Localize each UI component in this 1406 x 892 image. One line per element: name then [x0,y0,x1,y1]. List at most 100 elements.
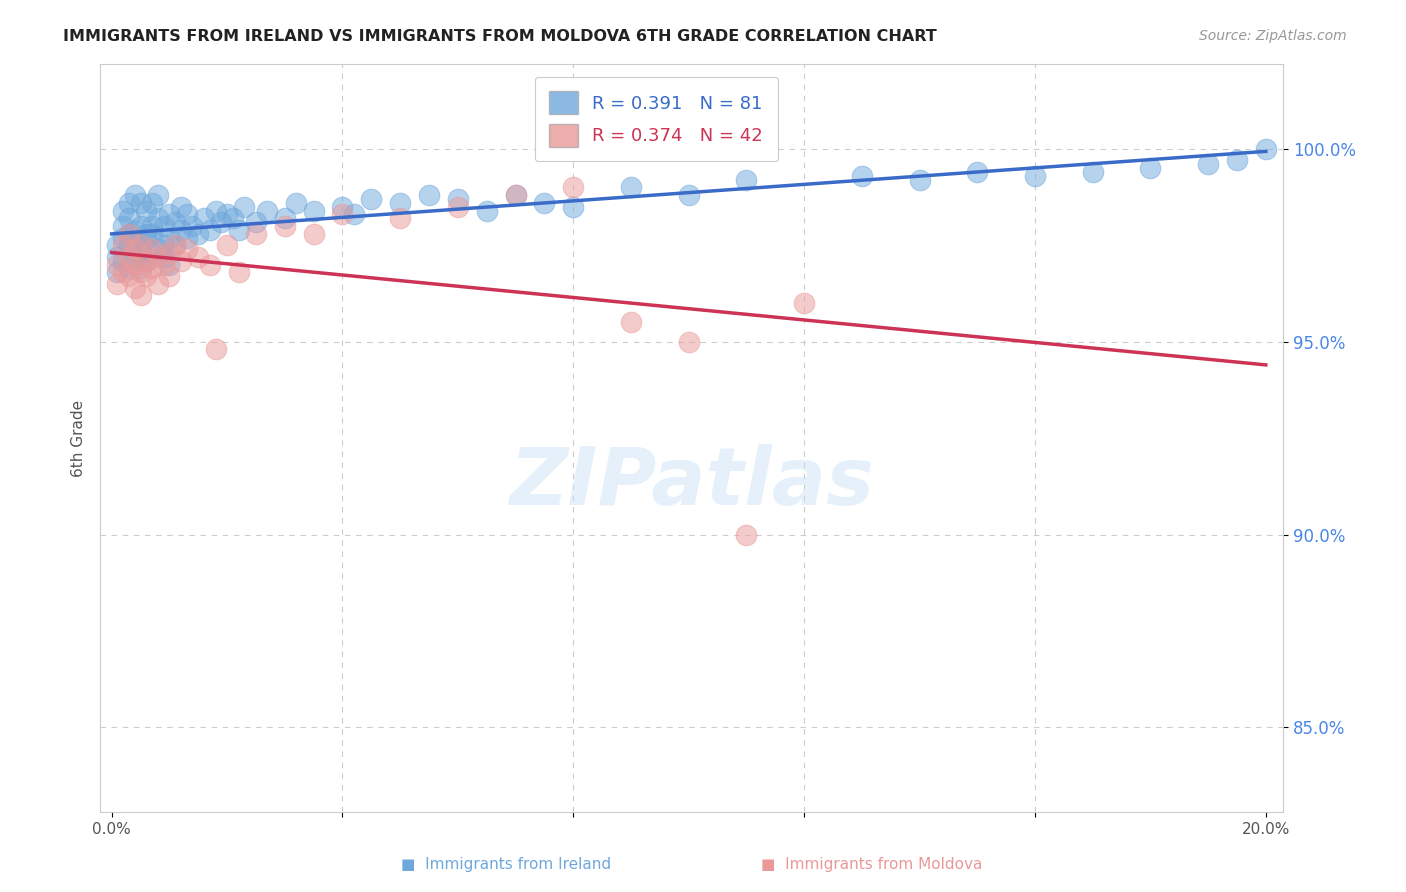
Point [129,246,152,260]
Point [124,242,146,256]
Point [176,207,198,221]
Point [124,188,146,202]
Point [302,227,325,241]
Point [135,269,157,284]
Point [135,227,157,241]
Point [157,269,180,284]
Point [1024,169,1046,183]
Text: ■  Immigrants from Ireland: ■ Immigrants from Ireland [401,857,612,872]
Point [107,277,129,291]
Point [176,230,198,244]
Point [332,207,354,221]
Point [146,250,169,264]
Point [165,215,187,229]
Point [118,227,141,241]
Point [209,215,232,229]
Point [966,165,988,179]
Point [157,230,180,244]
Legend: R = 0.391   N = 81, R = 0.374   N = 42: R = 0.391 N = 81, R = 0.374 N = 42 [534,77,778,161]
Point [112,253,135,268]
Text: IMMIGRANTS FROM IRELAND VS IMMIGRANTS FROM MOLDOVA 6TH GRADE CORRELATION CHART: IMMIGRANTS FROM IRELAND VS IMMIGRANTS FR… [63,29,936,44]
Point [217,207,239,221]
Point [129,261,152,276]
Point [245,215,267,229]
Point [112,230,135,244]
Point [233,200,256,214]
Point [735,173,758,187]
Point [146,211,169,226]
Point [118,238,141,252]
Text: Source: ZipAtlas.com: Source: ZipAtlas.com [1199,29,1347,43]
Point [124,258,146,272]
Point [112,238,135,252]
Point [141,195,163,210]
Point [181,219,204,233]
Point [908,173,931,187]
Point [274,211,297,226]
Point [285,195,308,210]
Point [170,200,193,214]
Point [152,238,174,252]
Point [146,188,169,202]
Point [187,227,209,241]
Point [793,296,815,310]
Point [228,265,250,279]
Point [124,235,146,249]
Point [620,180,643,194]
Point [118,211,141,226]
Point [176,242,198,256]
Point [360,192,382,206]
Point [107,250,129,264]
Point [165,238,187,252]
Point [118,261,141,276]
Point [198,223,221,237]
Point [141,227,163,241]
Point [418,188,440,202]
Point [562,180,585,194]
Point [620,315,643,329]
Point [302,203,325,218]
Point [124,250,146,264]
Point [141,242,163,256]
Point [505,188,527,202]
Point [1081,165,1104,179]
Point [332,200,354,214]
Point [141,246,163,260]
Point [135,203,157,218]
Point [389,211,412,226]
Point [112,203,135,218]
Point [389,195,412,210]
Point [170,223,193,237]
Point [141,219,163,233]
Point [141,261,163,276]
Point [678,188,700,202]
Point [204,343,226,357]
Point [124,281,146,295]
Point [157,258,180,272]
Point [475,203,498,218]
Point [129,219,152,233]
Point [135,230,157,244]
Point [228,223,250,237]
Point [343,207,366,221]
Point [533,195,555,210]
Point [1226,153,1249,168]
Point [1139,161,1161,176]
Point [165,238,187,252]
Y-axis label: 6th Grade: 6th Grade [72,400,86,476]
Point [1197,157,1219,171]
Point [152,250,174,264]
Point [135,253,157,268]
Point [735,527,758,541]
Point [107,258,129,272]
Point [187,250,209,264]
Point [112,265,135,279]
Point [146,242,169,256]
Point [157,207,180,221]
Point [118,227,141,241]
Point [146,277,169,291]
Point [274,219,297,233]
Point [170,253,193,268]
Point [124,223,146,237]
Point [678,334,700,349]
